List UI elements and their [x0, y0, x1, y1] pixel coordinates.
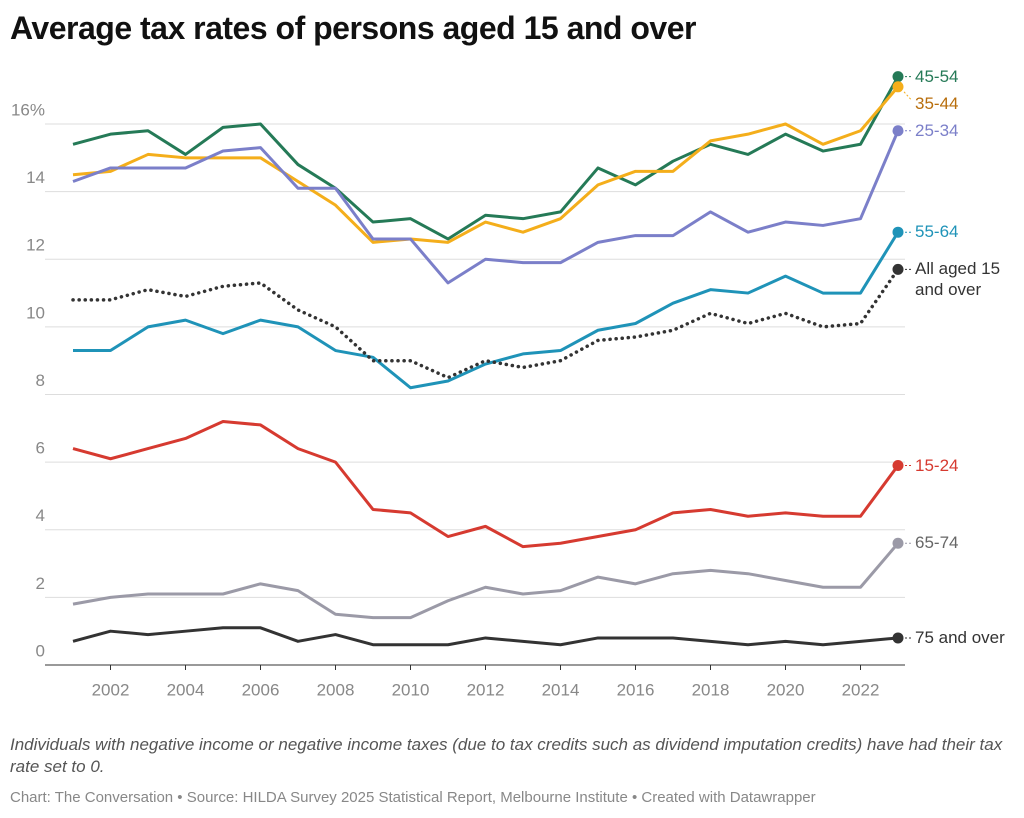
end-point	[892, 226, 904, 238]
series-line	[72, 542, 900, 620]
series-label: 65-74	[915, 533, 959, 553]
chart-title: Average tax rates of persons aged 15 and…	[10, 10, 696, 46]
y-tick-label: 8	[36, 371, 45, 390]
x-tick-label: 2016	[617, 680, 655, 699]
y-tick-label: 6	[36, 439, 45, 458]
y-tick-label: 14	[26, 168, 45, 187]
y-tick-label: 2	[36, 574, 45, 593]
series-line	[71, 267, 900, 380]
x-tick-label: 2018	[692, 680, 730, 699]
y-tick-label: 12	[26, 236, 45, 255]
y-tick-label: 16%	[11, 100, 45, 119]
series-label: 35-44	[915, 93, 959, 113]
series-label: 55-64	[915, 222, 959, 242]
chart: 0 2 4 6 8 10 12 14 16% 2002 2004 2006 2008 2010 2012 20…	[11, 71, 913, 699]
series-line	[72, 626, 899, 647]
x-tick-label: 2012	[467, 680, 505, 699]
end-point	[892, 537, 904, 549]
end-point	[892, 125, 904, 137]
end-point	[892, 263, 904, 275]
series-line	[72, 420, 900, 549]
x-tick-label: 2004	[167, 680, 205, 699]
series-label: 15-24	[915, 455, 959, 475]
x-tick-label: 2010	[392, 680, 430, 699]
end-point	[892, 71, 904, 83]
chart-source: Chart: The Conversation • Source: HILDA …	[10, 789, 816, 806]
x-tick-label: 2002	[92, 680, 130, 699]
x-tick-label: 2008	[317, 680, 355, 699]
end-point	[892, 632, 904, 644]
series-line	[73, 231, 900, 390]
x-tick-label: 2020	[767, 680, 805, 699]
x-tick-label: 2014	[542, 680, 580, 699]
label-leader	[903, 91, 913, 101]
series-label: 75 and over	[915, 627, 1005, 647]
y-tick-label: 4	[36, 506, 45, 525]
series-label: All aged 15 and over	[915, 259, 1001, 300]
series-label: 45-54	[915, 66, 959, 86]
series-line	[72, 85, 900, 244]
y-tick-label: 0	[36, 641, 45, 660]
series-line	[72, 130, 900, 285]
series-line	[72, 75, 900, 241]
series-label: 25-34	[915, 120, 959, 140]
x-tick-label: 2022	[842, 680, 880, 699]
y-tick-label: 10	[26, 303, 45, 322]
x-tick-label: 2006	[242, 680, 280, 699]
end-point	[892, 81, 904, 93]
end-point	[892, 460, 904, 472]
chart-note: Individuals with negative income or nega…	[10, 735, 1003, 776]
